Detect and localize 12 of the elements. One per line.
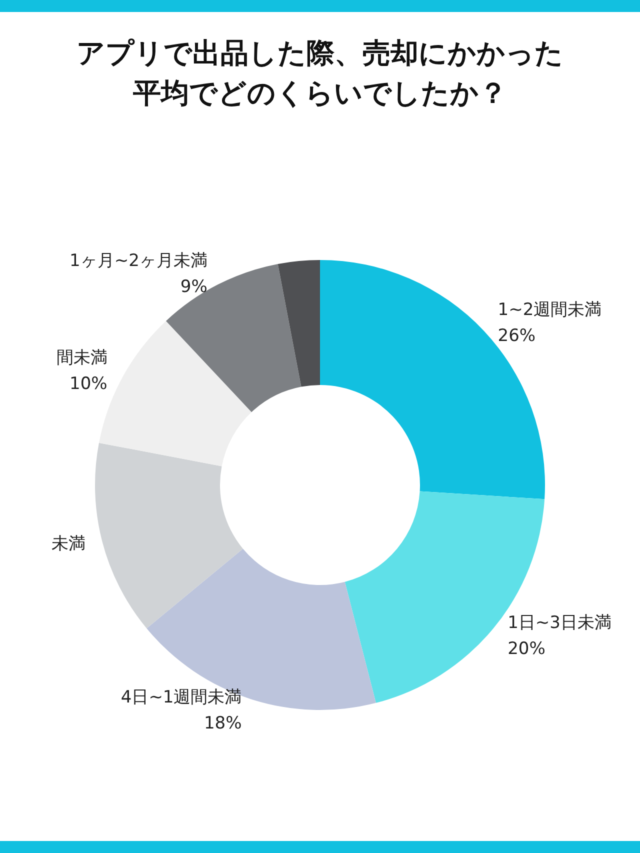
data-label: 20% <box>508 639 546 660</box>
slice-label: 間未満 <box>56 348 108 368</box>
chart-title: アプリで出品した際、売却にかかった平均でどのくらいでしたか？ <box>76 36 564 110</box>
data-label: 18% <box>204 713 242 734</box>
slice-label: 1~2週間未満 <box>498 300 602 320</box>
data-label: 10% <box>70 374 108 394</box>
slice-label: 1ヶ月~2ヶ月未満 <box>70 250 208 271</box>
slice-label: 4日~1週間未満 <box>120 687 242 708</box>
data-label: 9% <box>180 276 208 297</box>
slice-label: 1日~3日未満 <box>508 613 612 634</box>
slice-label: 未満 <box>51 534 86 554</box>
data-label: 26% <box>498 326 536 346</box>
